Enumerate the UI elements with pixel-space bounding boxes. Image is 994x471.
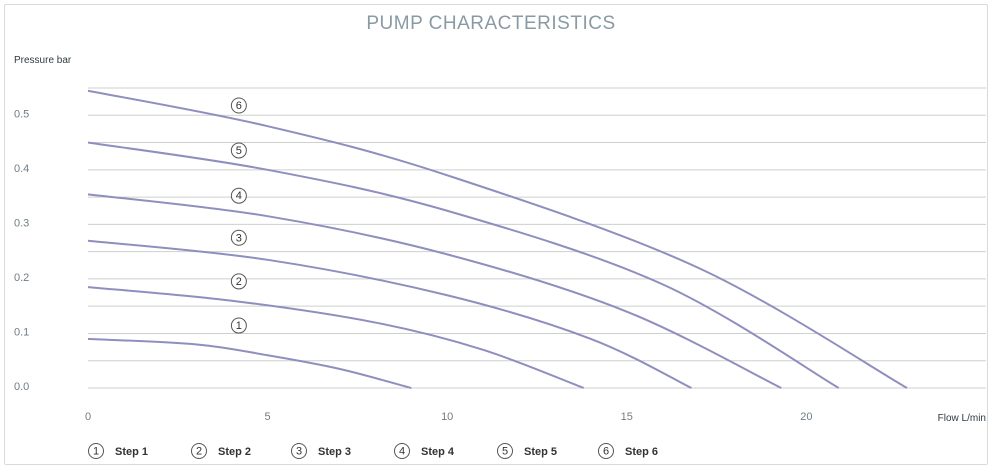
chart-title: PUMP CHARACTERISTICS [366,13,615,34]
legend-marker-label: 5 [502,446,508,458]
curve-marker-label: 1 [236,320,242,332]
series-line-step-6 [87,89,908,389]
legend-marker-label: 1 [93,446,99,458]
series-line-step-2 [87,286,585,389]
legend-marker-circle [394,443,410,459]
x-ticks: 0 5 10 15 20 [85,411,813,423]
series-line-step-5 [87,141,840,389]
legend-marker-circle [291,443,307,459]
legend-label-step-6: Step 6 [625,446,658,458]
legend-marker-circle [191,443,207,459]
series-line-step-4 [87,193,782,389]
legend-label-step-2: Step 2 [218,446,251,458]
legend-label-step-3: Step 3 [318,446,351,458]
curve-marker-circle [230,142,247,159]
y-ticks: 0.0 0.1 0.2 0.3 0.4 0.5 [14,108,29,393]
y-tick-label: 0.1 [14,326,29,338]
legend-marker-circle [497,443,513,459]
y-tick-label: 0.3 [14,217,29,229]
legend-label-step-5: Step 5 [524,446,557,458]
legend-label-step-1: Step 1 [115,446,148,458]
curve-marker-circle [230,97,247,114]
series [87,89,908,389]
series-line-step-1 [87,337,412,389]
curve-marker-label: 4 [236,190,242,202]
legend-marker-circle [88,443,104,459]
legend-marker-label: 3 [296,446,302,458]
x-tick-label: 20 [800,411,812,423]
legend-marker-label: 4 [399,446,405,458]
curve-marker-label: 6 [236,100,242,112]
legend-marker-circle [598,443,614,459]
curve-marker-label: 3 [236,232,242,244]
x-axis-label: Flow L/min [938,413,986,424]
curve-marker-circle [230,187,247,204]
x-tick-label: 5 [265,411,271,423]
legend-marker-label: 2 [196,446,202,458]
curve-marker-circle [230,273,247,290]
y-tick-label: 0.4 [14,163,29,175]
x-tick-label: 0 [85,411,91,423]
curve-markers: 1 2 3 4 5 6 [230,97,247,334]
y-axis-label: Pressure bar [14,55,72,66]
curve-marker-circle [230,317,247,334]
curve-marker-label: 2 [236,276,242,288]
x-tick-label: 10 [441,411,453,423]
y-tick-label: 0.5 [14,108,29,120]
y-tick-label: 0.2 [14,272,29,284]
y-tick-label: 0.0 [14,381,29,393]
legend: 1 Step 1 2 Step 2 3 Step 3 4 Step 4 5 Step 5 6 Step… [88,443,658,459]
legend-label-step-4: Step 4 [421,446,455,458]
x-tick-label: 15 [621,411,633,423]
legend-marker-label: 6 [603,446,609,458]
curve-marker-circle [230,229,247,246]
curve-marker-label: 5 [236,145,242,157]
series-line-step-3 [87,239,692,389]
